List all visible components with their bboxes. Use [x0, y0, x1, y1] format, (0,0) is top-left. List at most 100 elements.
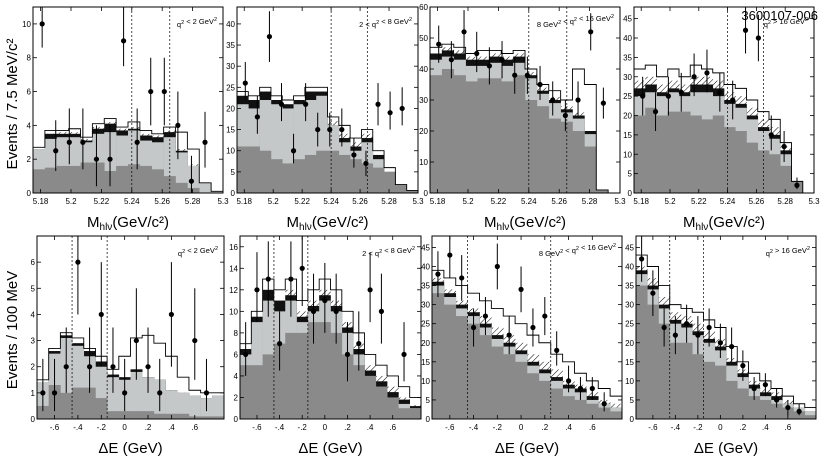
- bar-dark: [327, 150, 340, 193]
- data-point: [157, 390, 163, 396]
- bar-light: [130, 371, 143, 419]
- data-point: [133, 337, 139, 344]
- panel-3: 0 10 20 30 40 50 60 5.18 5.2 5.22 5.24 5.26 5.28 5.3 8…: [419, 3, 626, 233]
- bar-dark: [432, 293, 445, 419]
- data-point: [565, 378, 572, 384]
- bar-dark: [560, 121, 573, 193]
- x-tick-label: 5.28: [777, 197, 793, 206]
- bar-dark: [634, 115, 646, 193]
- bar-dark: [515, 361, 528, 419]
- bar-dark: [107, 411, 120, 419]
- bar-dark: [262, 354, 275, 419]
- bar-dark: [153, 413, 166, 419]
- bar-dark: [503, 354, 516, 419]
- q2-cut-label: 2 < q2 < 8 GeV2: [359, 17, 412, 29]
- bar-dark: [598, 407, 611, 419]
- row1-ylabel: Events / 7.5 MeV/c²: [4, 39, 21, 170]
- data-point: [512, 72, 518, 78]
- y-tick-label: 30: [421, 301, 430, 310]
- bar-dark: [285, 332, 297, 419]
- data-point: [494, 263, 500, 270]
- bar-dark: [83, 387, 96, 419]
- data-point: [367, 287, 373, 293]
- data-point: [145, 364, 151, 370]
- y-tick-label: 10: [421, 377, 430, 386]
- bar-dark: [361, 163, 374, 193]
- x-tick-label: -.2: [493, 423, 503, 432]
- bar-dark: [527, 373, 540, 419]
- bar-dark: [489, 78, 502, 193]
- data-point: [684, 321, 690, 327]
- data-point: [265, 276, 271, 282]
- y-tick-label: 30: [226, 62, 235, 71]
- data-point: [327, 126, 333, 133]
- bar-dark: [130, 411, 143, 419]
- bar-dark: [282, 163, 294, 193]
- y-tick-label: 20: [419, 127, 428, 136]
- bar-light: [187, 165, 200, 193]
- bar-dark: [56, 165, 69, 193]
- x-axis-label: ΔE (GeV): [298, 440, 362, 457]
- data-point: [600, 100, 606, 106]
- bar-dark: [525, 100, 538, 193]
- x-tick-label: -.4: [671, 423, 681, 432]
- bar-dark: [658, 323, 671, 419]
- data-point: [51, 390, 58, 396]
- total-fit-outline: [32, 118, 223, 193]
- data-point: [75, 259, 81, 265]
- x-tick-label: 0: [519, 423, 524, 432]
- bar-dark: [491, 346, 504, 419]
- data-point: [288, 276, 294, 282]
- x-tick-label: 0: [122, 423, 127, 432]
- y-tick-label: 5: [628, 170, 633, 179]
- bar-dark: [667, 111, 680, 193]
- bar-dark: [177, 413, 190, 419]
- data-point: [110, 364, 116, 370]
- data-point: [640, 93, 646, 99]
- data-point: [562, 112, 568, 119]
- bar-dark: [384, 171, 396, 193]
- y-tick-label: 35: [226, 41, 235, 50]
- bar-dark: [574, 399, 587, 419]
- bar-dark: [465, 81, 478, 193]
- x-tick-label: -.6: [648, 423, 658, 432]
- y-tick-label: 35: [623, 53, 632, 62]
- bar-dark: [771, 403, 783, 419]
- data-point: [695, 332, 701, 338]
- bar-dark: [175, 182, 188, 193]
- q2-cut-label: q2 > 16 GeV2: [764, 17, 808, 29]
- data-point: [120, 38, 127, 44]
- data-point: [742, 27, 749, 33]
- data-point: [678, 89, 684, 95]
- data-point: [717, 89, 723, 95]
- x-tick-label: .2: [344, 423, 351, 432]
- y-tick-label: 0: [630, 415, 635, 424]
- panel-2: 0 5 10 15 20 25 30 35 40 5.18 5.2 5.22 5.24 5.26 5.28 5…: [226, 6, 424, 233]
- bar-dark: [406, 190, 419, 193]
- bar-dark: [724, 127, 736, 193]
- bar-light: [188, 395, 201, 419]
- bar-dark: [316, 150, 328, 193]
- bar-dark: [726, 380, 738, 419]
- y-tick-label: 2: [234, 393, 239, 402]
- data-point: [447, 252, 453, 258]
- bar-dark: [746, 142, 759, 193]
- data-point: [762, 382, 768, 388]
- bar-dark: [572, 131, 585, 193]
- x-tick-label: -.6: [252, 423, 262, 432]
- plot-frame: [236, 6, 419, 194]
- data-point: [356, 341, 362, 347]
- data-point: [537, 81, 543, 88]
- y-tick-label: 10: [419, 158, 428, 167]
- y-tick-label: 40: [623, 34, 632, 43]
- bar-dark: [562, 396, 575, 419]
- data-point: [254, 287, 260, 293]
- data-point: [665, 93, 671, 99]
- y-tick-label: 5: [426, 396, 431, 405]
- data-point: [706, 324, 712, 331]
- x-tick-label: 0: [718, 423, 723, 432]
- y-tick-label: 8: [234, 329, 239, 338]
- x-tick-label: -.4: [469, 423, 479, 432]
- x-axis-label: ΔE (GeV): [495, 440, 559, 457]
- bar-dark: [237, 146, 249, 193]
